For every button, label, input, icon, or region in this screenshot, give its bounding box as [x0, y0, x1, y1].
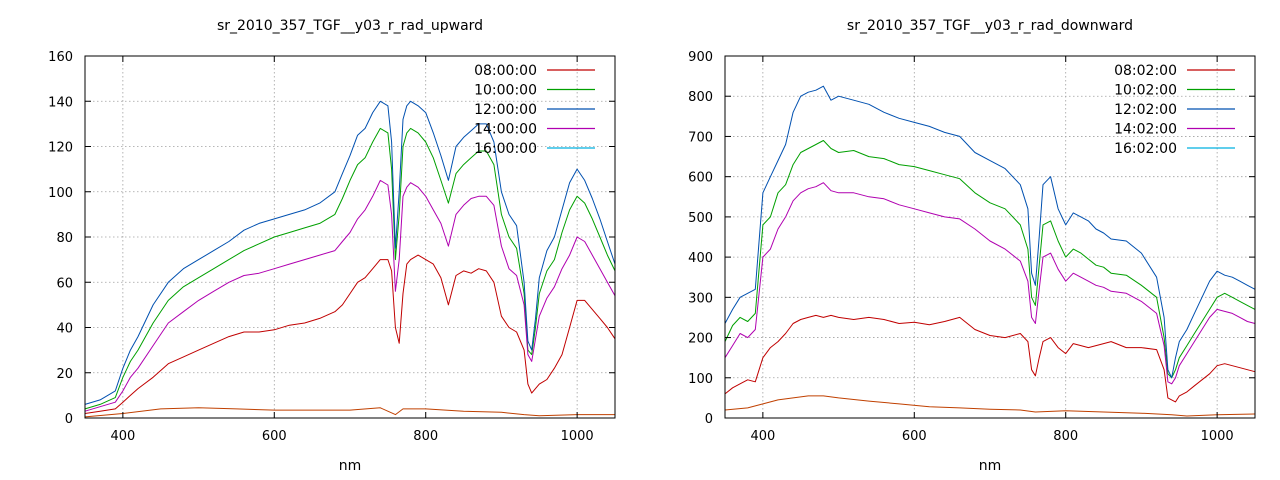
grid	[725, 55, 1255, 419]
legend-label: 12:02:00	[1114, 102, 1177, 118]
legend-label: 10:00:00	[474, 83, 537, 99]
chart-title: sr_2010_357_TGF__y03_r_rad_downward	[847, 18, 1133, 34]
chart-downward: sr_2010_357_TGF__y03_r_rad_downward 400 6…	[688, 18, 1256, 474]
x-tick-label: 1000	[1201, 429, 1234, 444]
x-tick-label: 1000	[561, 429, 594, 444]
series-line-5	[724, 395, 1256, 417]
series-line-1	[724, 140, 1256, 379]
x-tick-label: 400	[110, 429, 135, 444]
y-tick-label: 100	[688, 372, 713, 387]
x-axis-label: nm	[339, 458, 362, 474]
series-line-0	[724, 314, 1256, 403]
legend-label: 08:02:00	[1114, 63, 1177, 79]
axes: 400 600 800 1000 0 100 200 300 400 500 600 700 800 90…	[688, 50, 1255, 444]
legend-label: 14:00:00	[474, 122, 537, 138]
series-line-2	[724, 85, 1256, 379]
x-tick-label: 600	[262, 429, 287, 444]
y-tick-label: 800	[688, 90, 713, 105]
series-line-2	[84, 100, 616, 405]
y-tick-label: 400	[688, 251, 713, 266]
y-tick-label: 600	[688, 171, 713, 186]
x-tick-label: 600	[902, 429, 927, 444]
legend-label: 14:02:00	[1114, 122, 1177, 138]
series-line-5	[84, 407, 615, 418]
y-tick-label: 200	[688, 332, 713, 347]
y-tick-label: 140	[48, 95, 73, 110]
legend-label: 08:00:00	[474, 63, 537, 79]
x-tick-label: 800	[413, 429, 438, 444]
axes: 400 600 800 1000 0 20 40 60 80 100 120 140 160	[48, 50, 615, 444]
x-tick-label: 400	[750, 429, 775, 444]
series-line-3	[84, 179, 616, 412]
y-tick-label: 900	[688, 50, 713, 65]
y-tick-label: 700	[688, 130, 713, 145]
series-line-3	[724, 182, 1256, 385]
series-line-1	[84, 127, 616, 410]
y-tick-label: 80	[56, 231, 73, 246]
y-tick-label: 20	[56, 367, 73, 382]
y-tick-label: 0	[65, 412, 73, 427]
y-tick-label: 40	[56, 322, 73, 337]
legend-label: 16:00:00	[474, 141, 537, 157]
y-tick-label: 120	[48, 141, 73, 156]
legend: 08:02:00 10:02:00 12:02:00 14:02:00 16:02:00	[1114, 63, 1235, 157]
y-tick-label: 60	[56, 276, 73, 291]
x-tick-label: 800	[1053, 429, 1078, 444]
plot-frame	[724, 55, 1256, 419]
x-axis-label: nm	[979, 458, 1002, 474]
legend-label: 16:02:00	[1114, 141, 1177, 157]
legend: 08:00:00 10:00:00 12:00:00 14:00:00 16:00:00	[474, 63, 595, 157]
series-line-0	[84, 254, 616, 414]
y-tick-label: 100	[48, 186, 73, 201]
y-tick-label: 500	[688, 211, 713, 226]
legend-label: 10:02:00	[1114, 83, 1177, 99]
chart-upward: sr_2010_357_TGF__y03_r_rad_upward 400 600…	[48, 18, 616, 474]
y-tick-label: 160	[48, 50, 73, 65]
chart-title: sr_2010_357_TGF__y03_r_rad_upward	[217, 18, 483, 34]
legend-label: 12:00:00	[474, 102, 537, 118]
y-tick-label: 0	[705, 412, 713, 427]
y-tick-label: 300	[688, 291, 713, 306]
